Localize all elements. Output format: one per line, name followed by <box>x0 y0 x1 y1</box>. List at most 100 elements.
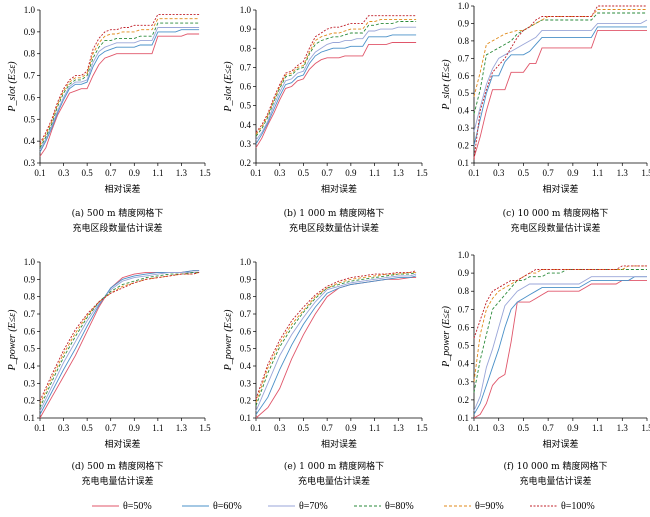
y-tick-label: 0.1 <box>458 413 469 423</box>
y-tick-label: 0.8 <box>240 292 252 302</box>
x-axis-label: 相对误差 <box>321 438 357 450</box>
y-tick-label: 0.3 <box>240 139 252 149</box>
x-axis-label: 相对误差 <box>104 183 140 195</box>
x-tick-label: 0.7 <box>543 168 555 178</box>
y-tick-label: 0.6 <box>24 326 36 336</box>
x-tick-label: 1.3 <box>393 168 405 178</box>
y-tick-label: 0.8 <box>458 286 470 296</box>
y-tick-label: 0.3 <box>24 378 36 388</box>
y-tick-label: 0.5 <box>458 88 470 98</box>
x-tick-label: 0.1 <box>250 423 261 433</box>
series-line-2 <box>39 271 200 412</box>
panel-caption-line2: 充电电量估计误差 <box>519 475 591 487</box>
x-tick-label: 0.7 <box>322 168 334 178</box>
x-tick-label: 0.5 <box>298 168 310 178</box>
series-line-1 <box>255 275 417 415</box>
panel-caption-line2: 充电电量估计误差 <box>298 475 370 487</box>
panel-caption-line2: 充电区段数量估计误差 <box>72 222 162 234</box>
legend: θ=50% θ=60% θ=70% θ=80% θ=90% θ=100% <box>92 501 595 512</box>
y-tick-label: 0.4 <box>240 120 252 130</box>
y-tick-label: 0.7 <box>458 304 470 314</box>
panel-1: 0.2 0.3 0.4 0.5 0.6 0.7 0.8 0.9 1.0 0.1 0.3 0.5 0.7 0… <box>223 5 428 234</box>
x-tick-label: 0.1 <box>34 423 45 433</box>
x-axis-label: 相对误差 <box>542 183 578 195</box>
x-axis-label: 相对误差 <box>542 438 578 450</box>
series-line-1 <box>39 270 200 415</box>
legend-label-1: θ=60% <box>213 501 242 512</box>
series-line-3 <box>473 12 647 115</box>
y-axis-label: P_power (E≤ε) <box>7 309 18 371</box>
y-tick-label: 0.5 <box>458 341 470 351</box>
y-tick-label: 0.3 <box>24 158 36 168</box>
panel-0: 0.30.40.50.60.70.80.91.00.1 0.3 0.5 0.7 0.9 1… <box>7 5 211 234</box>
series-line-4 <box>473 9 647 97</box>
y-tick-label: 0.3 <box>458 377 470 387</box>
y-tick-label: 1.0 <box>24 5 36 15</box>
panel-caption-line1: (d) 500 m 精度网格下 <box>71 460 163 472</box>
x-tick-label: 0.5 <box>518 423 530 433</box>
x-tick-label: 1.1 <box>152 168 163 178</box>
x-tick-label: 0.1 <box>468 168 479 178</box>
x-tick-label: 1.5 <box>416 423 428 433</box>
x-tick-label: 0.9 <box>567 423 579 433</box>
x-tick-label: 0.1 <box>250 168 261 178</box>
y-tick-label: 0.7 <box>240 309 252 319</box>
y-tick-label: 0.6 <box>458 322 470 332</box>
series-line-2 <box>255 273 417 412</box>
y-tick-label: 0.4 <box>458 359 470 369</box>
series-line-5 <box>473 5 647 160</box>
y-axis-label: P_power (E≤ε) <box>223 309 234 371</box>
series-line-5 <box>255 15 417 133</box>
y-tick-label: 0.4 <box>458 106 470 116</box>
series-line-5 <box>255 270 417 400</box>
x-tick-label: 1.3 <box>176 423 188 433</box>
x-tick-label: 1.3 <box>617 423 629 433</box>
series-line-2 <box>255 26 417 141</box>
y-tick-label: 0.9 <box>458 18 470 28</box>
y-tick-label: 0.6 <box>240 326 252 336</box>
series-line-4 <box>473 265 647 382</box>
x-tick-label: 0.1 <box>468 423 479 433</box>
series-line-4 <box>255 271 417 403</box>
y-tick-label: 0.8 <box>240 43 252 53</box>
y-tick-label: 0.6 <box>240 82 252 92</box>
panel-2: 0.1 0.2 0.3 0.4 0.5 0.6 0.7 0.8 0.9 1.0 0.1 0.3 0.5 0… <box>441 1 650 234</box>
panel-caption-line1: (b) 1 000 m 精度网格下 <box>284 207 385 219</box>
y-tick-label: 0.9 <box>240 274 252 284</box>
y-tick-label: 1.0 <box>458 1 470 11</box>
series-line-4 <box>255 19 417 135</box>
y-tick-label: 0.3 <box>458 123 470 133</box>
y-tick-label: 0.5 <box>240 344 252 354</box>
series-line-1 <box>39 29 200 153</box>
x-tick-label: 0.7 <box>105 423 117 433</box>
x-tick-label: 1.1 <box>369 168 380 178</box>
series-line-2 <box>39 27 200 151</box>
legend-label-4: θ=90% <box>475 501 504 512</box>
x-tick-label: 1.3 <box>393 423 405 433</box>
x-tick-label: 1.5 <box>641 168 650 178</box>
y-axis-label: P_slot (E≤ε) <box>223 61 234 113</box>
y-tick-label: 0.4 <box>240 361 252 371</box>
series-line-0 <box>473 29 647 158</box>
x-tick-label: 1.3 <box>176 168 188 178</box>
y-axis-label: P_slot (E≤ε) <box>441 59 452 111</box>
y-tick-label: 0.7 <box>24 71 36 81</box>
x-tick-label: 0.3 <box>58 168 70 178</box>
x-tick-label: 0.7 <box>543 423 555 433</box>
x-tick-label: 1.1 <box>152 423 163 433</box>
y-tick-label: 0.5 <box>240 101 252 111</box>
y-tick-label: 0.8 <box>24 49 36 59</box>
legend-label-5: θ=100% <box>561 501 595 512</box>
legend-label-0: θ=50% <box>123 501 152 512</box>
x-tick-label: 1.3 <box>617 168 629 178</box>
panel-caption-line1: (f) 10 000 m 精度网格下 <box>504 460 608 472</box>
y-tick-label: 1.0 <box>24 257 36 267</box>
panel-caption-line1: (c) 10 000 m 精度网格下 <box>503 207 609 219</box>
x-tick-label: 0.5 <box>82 423 94 433</box>
x-tick-label: 0.1 <box>34 168 45 178</box>
series-line-0 <box>39 33 200 157</box>
series-line-1 <box>473 26 647 146</box>
y-tick-label: 1.0 <box>240 5 252 15</box>
